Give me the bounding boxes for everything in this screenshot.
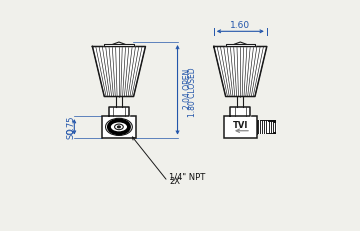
Polygon shape [104, 45, 134, 47]
Bar [257, 121, 276, 134]
Polygon shape [226, 45, 255, 47]
Text: 1.80 CLOSED: 1.80 CLOSED [188, 67, 197, 117]
Text: SQ: SQ [67, 127, 76, 139]
Text: 2X: 2X [169, 176, 180, 185]
Text: 2.04 OPEN: 2.04 OPEN [183, 69, 192, 109]
Polygon shape [230, 107, 250, 117]
Text: 1.60: 1.60 [230, 21, 250, 30]
Polygon shape [214, 47, 267, 97]
Polygon shape [93, 47, 145, 97]
Circle shape [118, 127, 120, 128]
Text: 1/4" NPT: 1/4" NPT [169, 172, 206, 181]
Polygon shape [109, 107, 129, 117]
Bar [102, 117, 136, 138]
Text: TVI: TVI [233, 120, 248, 129]
Text: 0.75: 0.75 [67, 115, 76, 133]
Bar [224, 117, 257, 138]
